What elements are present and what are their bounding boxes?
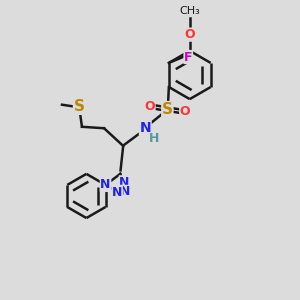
Text: N: N (119, 176, 130, 189)
Text: N: N (100, 178, 111, 191)
Text: N: N (120, 185, 130, 198)
Text: O: O (184, 28, 195, 41)
Text: H: H (149, 132, 159, 145)
Text: CH₃: CH₃ (179, 5, 200, 16)
Text: O: O (144, 100, 155, 113)
Text: N: N (112, 186, 122, 199)
Text: S: S (162, 102, 173, 117)
Text: S: S (74, 99, 85, 114)
Text: O: O (180, 105, 190, 118)
Text: F: F (184, 50, 193, 64)
Text: N: N (140, 121, 151, 135)
